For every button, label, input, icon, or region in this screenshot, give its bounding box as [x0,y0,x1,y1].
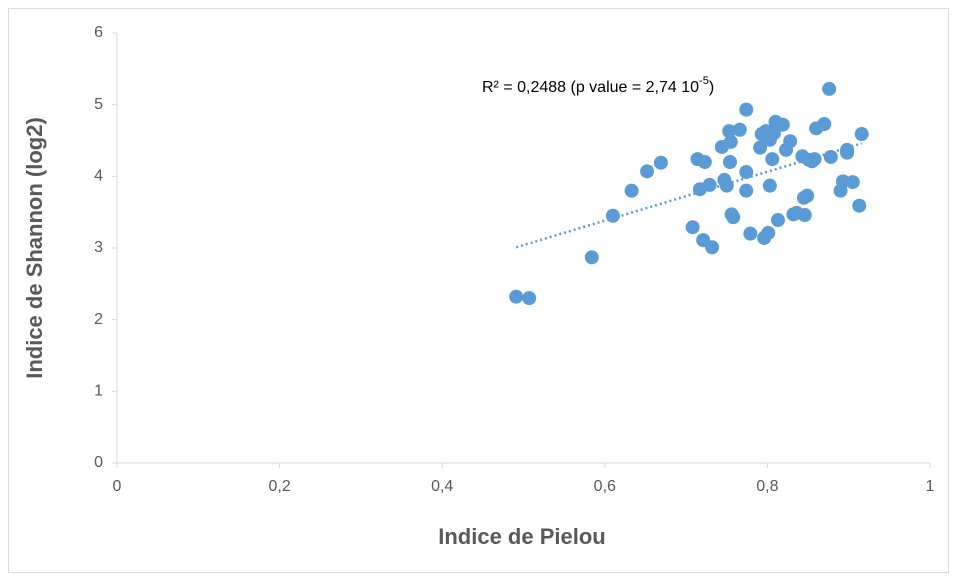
point [723,155,738,169]
point [640,164,655,179]
x-tick-label: 0,2 [268,478,290,495]
annotation-superscript: -5 [699,75,709,87]
point [753,140,768,155]
y-tick-label: 2 [94,311,103,328]
x-tick-label: 0,4 [431,478,453,495]
point [584,250,599,265]
point [685,220,700,235]
annotation-suffix: ) [709,79,714,96]
point [739,165,754,180]
point [783,134,798,149]
point [817,117,832,132]
point [653,155,668,170]
point [719,178,734,193]
point [726,210,741,225]
y-tick-label: 6 [94,24,103,41]
point [761,225,776,240]
point [624,183,639,198]
point [845,175,860,190]
point [739,102,754,117]
point [762,178,777,193]
point [743,226,758,241]
point [705,240,720,255]
y-axis-label: Indice de Shannon (log2) [22,117,47,379]
point [823,149,838,164]
point [723,134,738,149]
annotation-text: R² = 0,2488 (p value = 2,74 10 [482,79,699,96]
point [800,188,815,203]
point [766,126,781,141]
y-tick-label: 0 [94,454,103,471]
point [797,208,812,223]
y-tick-label: 3 [94,239,103,256]
x-tick-label: 0,8 [756,478,778,495]
chart-frame [8,8,949,573]
x-axis-label: Indice de Pielou [438,524,605,549]
annotation: R² = 0,2488 (p value = 2,74 10-5) [482,75,714,96]
y-tick-label: 5 [94,96,103,113]
point [852,198,867,213]
point [822,81,837,96]
point [739,183,754,198]
y-tick-label: 4 [94,168,103,185]
point [509,289,524,304]
trendline [515,142,863,249]
point [770,213,785,228]
x-tick-label: 1 [926,478,935,495]
x-tick-label: 0 [113,478,122,495]
x-tick-label: 0,6 [594,478,616,495]
point [765,152,780,167]
point [697,155,712,169]
point [605,208,620,223]
point [722,124,737,139]
point [854,127,869,142]
point [522,291,537,306]
point [732,122,747,137]
y-tick-label: 1 [94,383,103,400]
point [775,117,790,132]
